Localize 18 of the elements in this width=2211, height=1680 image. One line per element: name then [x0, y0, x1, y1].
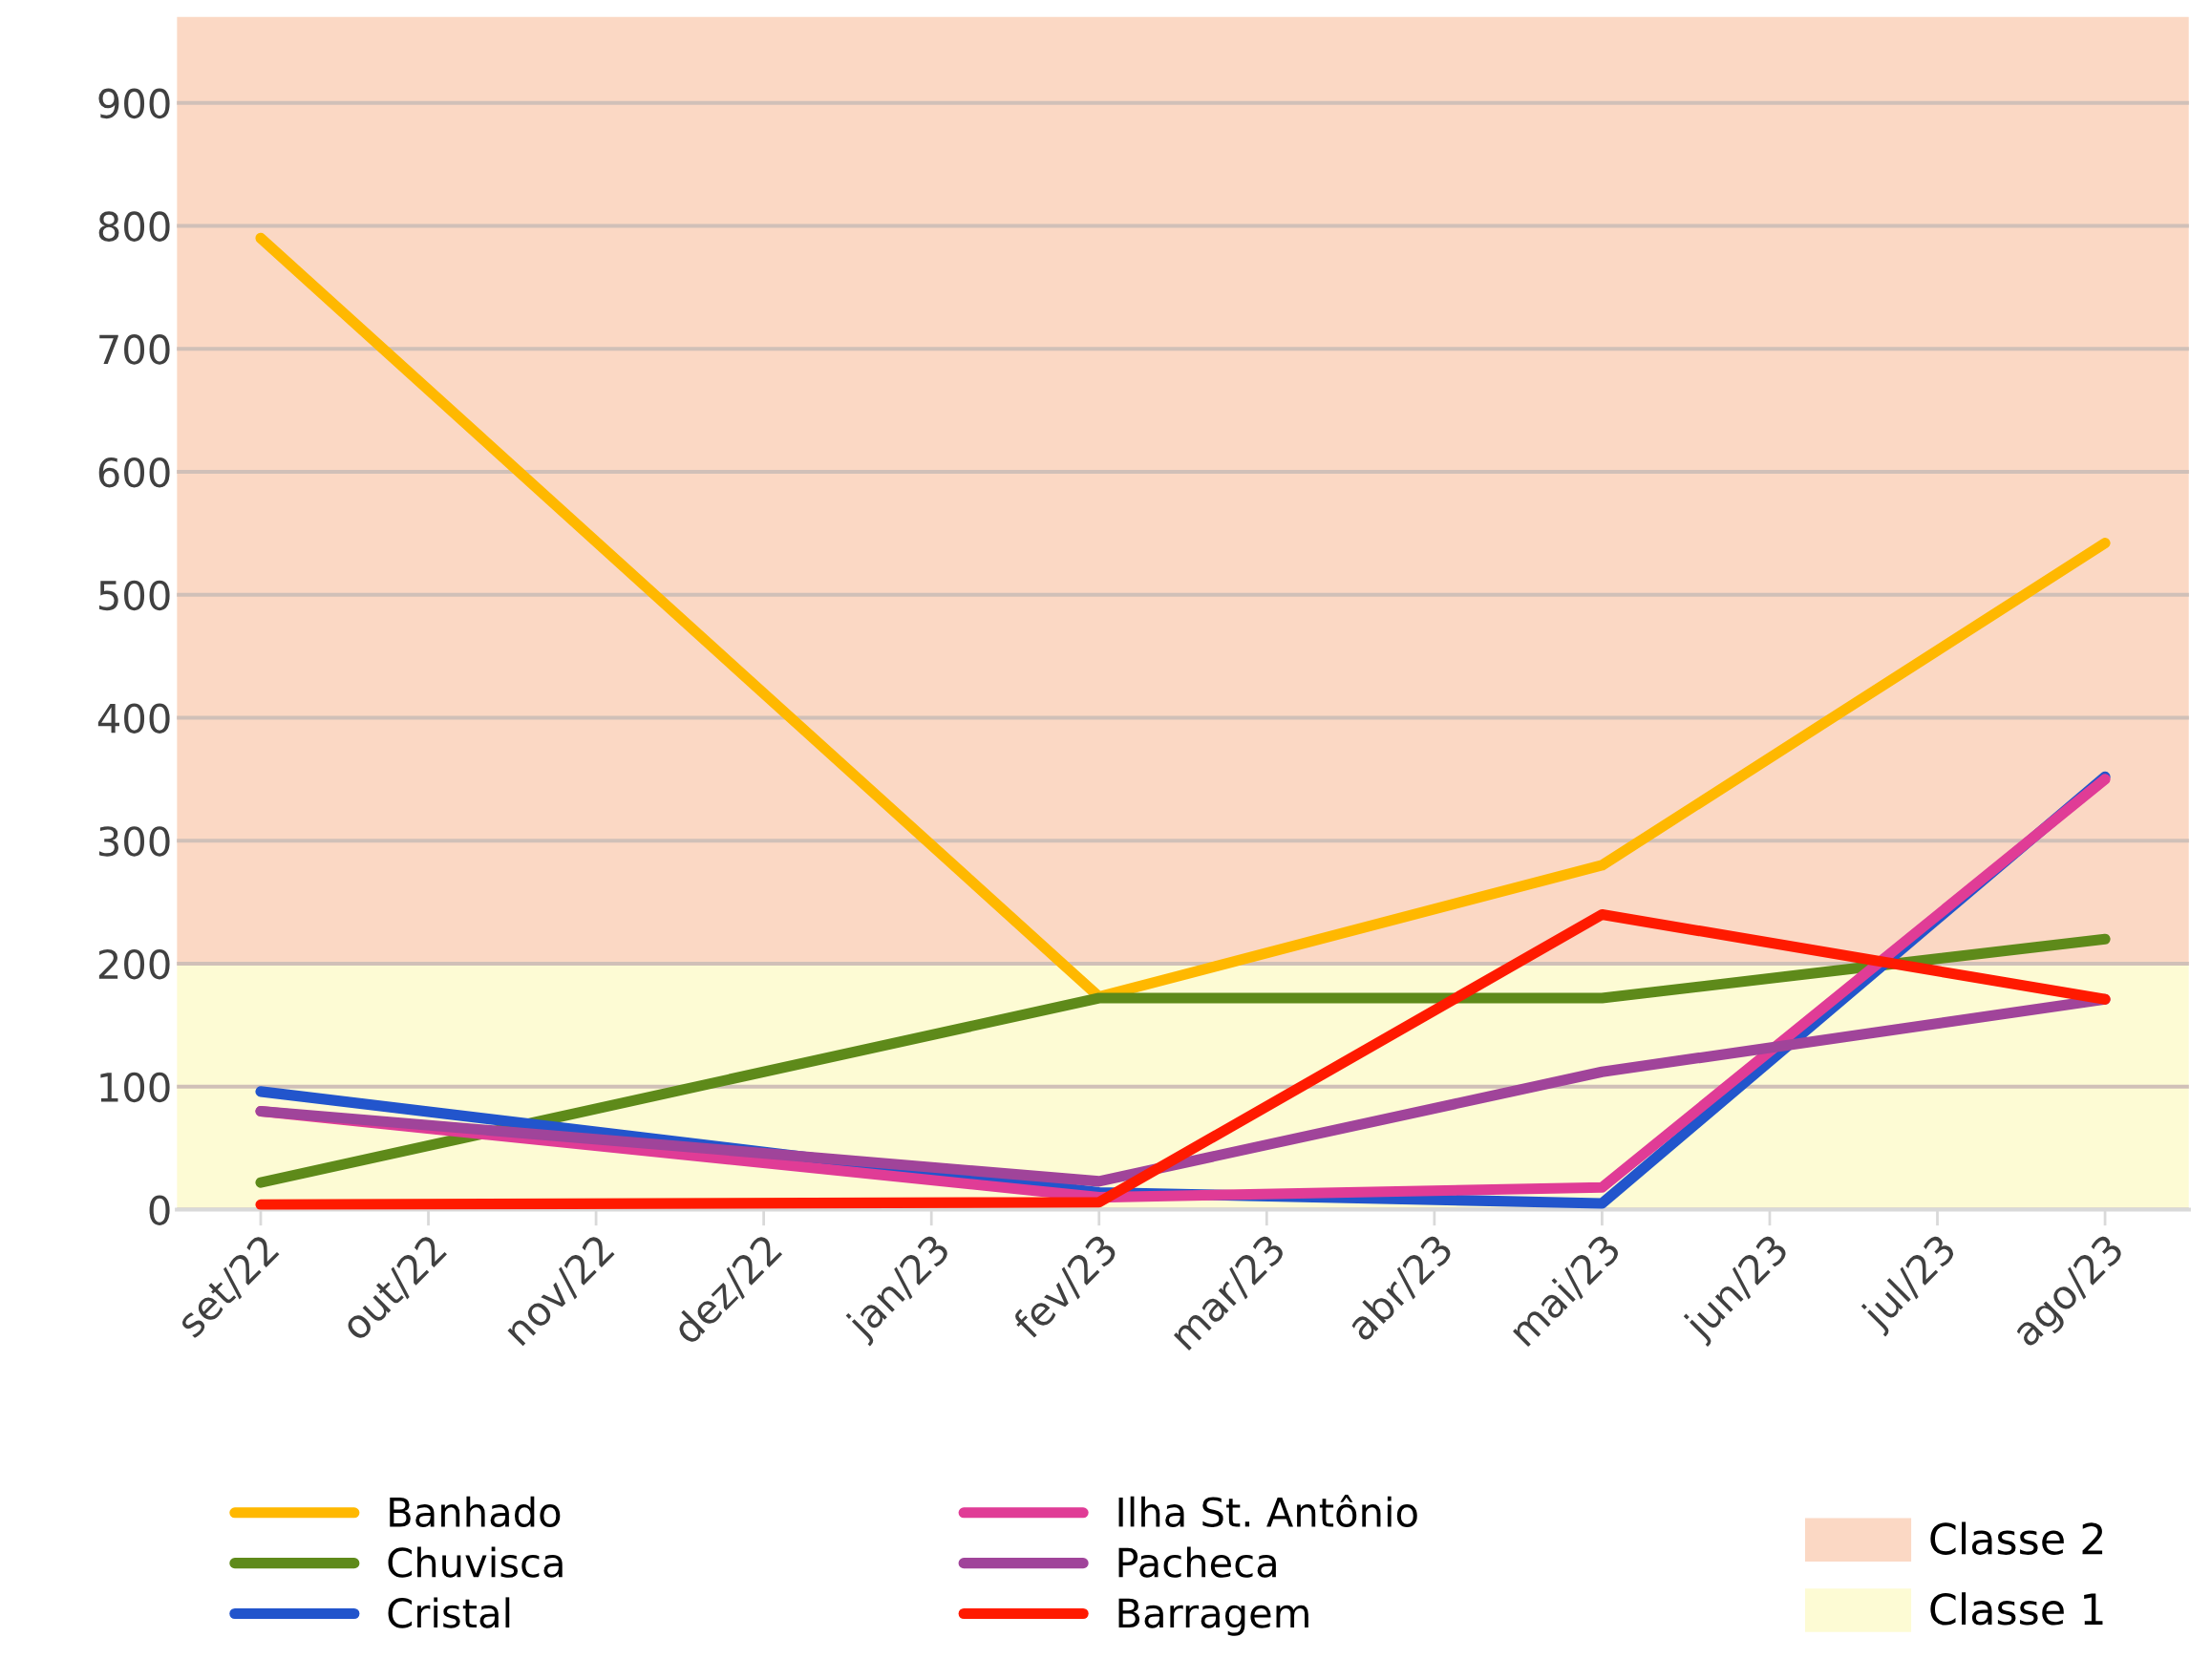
legend-label: Barragem — [1118, 1598, 1308, 1636]
legend-label: Ilha St. Antônio — [1118, 1495, 1417, 1527]
y-tick-label: 200 — [98, 948, 170, 980]
y-tick-label: 100 — [100, 1072, 170, 1103]
y-tick-label: 0 — [149, 1195, 170, 1225]
y-tick-label: 600 — [98, 457, 170, 488]
legend-label: Pacheca — [1118, 1546, 1276, 1578]
y-tick-label: 400 — [97, 703, 170, 734]
y-tick-label: 900 — [98, 88, 170, 119]
y-tick-label: 300 — [98, 826, 170, 857]
legend-label: Classe 1 — [1930, 1592, 2103, 1626]
y-tick-label: 800 — [98, 211, 170, 242]
legend-label: Chuvisca — [388, 1546, 563, 1578]
y-tick-label: 500 — [99, 580, 170, 611]
legend-label: Cristal — [388, 1597, 510, 1628]
legend-label: Banhado — [390, 1496, 561, 1527]
y-tick-label: 700 — [99, 334, 170, 365]
legend-label: Classe 2 — [1930, 1521, 2103, 1555]
